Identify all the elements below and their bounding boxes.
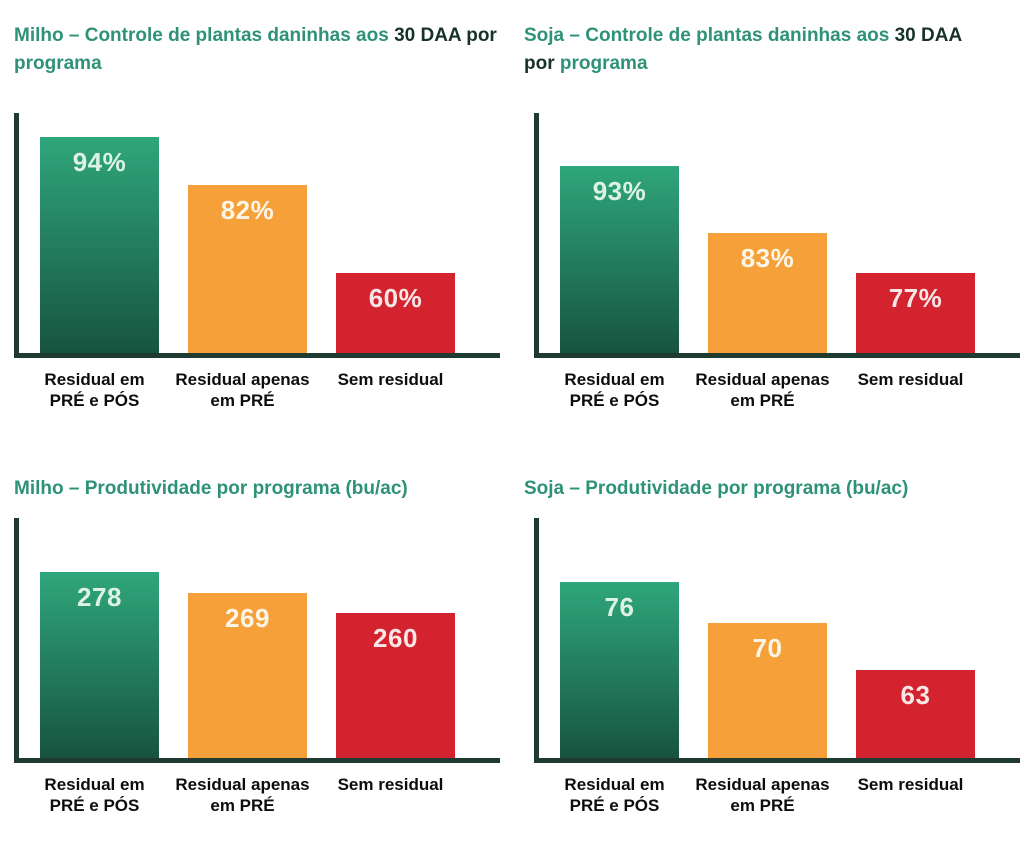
charts-grid: Milho – Controle de plantas daninhas aos… (14, 22, 1020, 816)
chart-milho-produtividade: Milho – Produtividade por programa (bu/a… (14, 475, 510, 816)
chart-title-segment-teal: Soja – Controle de plantas daninhas aos (524, 25, 895, 46)
category-labels: Residual em PRÉ e PÓS Residual apenas em … (14, 369, 510, 411)
chart-title: Milho – Controle de plantas daninhas aos… (14, 22, 510, 78)
category-label: Sem residual (857, 370, 964, 389)
bar-red: 60% (336, 273, 455, 353)
bar-value-label: 260 (373, 623, 418, 653)
chart-title-segment-teal: programa (14, 53, 102, 74)
chart-soja-produtividade: Soja – Produtividade por programa (bu/ac… (524, 475, 1020, 816)
category-label: Residual apenas em PRÉ (175, 775, 310, 815)
category-label: Residual em PRÉ e PÓS (564, 370, 665, 410)
category-label: Residual apenas em PRÉ (695, 775, 830, 815)
bar-red: 260 (336, 613, 455, 758)
bar-value-label: 94% (72, 147, 127, 177)
chart-title-segment-teal: Milho – Produtividade por programa (bu/a… (14, 478, 408, 499)
bar-red: 77% (856, 273, 975, 353)
chart-title-segment-dark: 30 DAA por (524, 25, 963, 74)
bar-green: 278 (40, 572, 159, 758)
chart-title: Milho – Produtividade por programa (bu/a… (14, 475, 510, 503)
bar-orange: 269 (188, 593, 307, 758)
bar-value-label: 269 (225, 603, 270, 633)
category-label: Residual em PRÉ e PÓS (564, 775, 665, 815)
plot-area: 278 269 260 (14, 518, 500, 763)
bar-red: 63 (856, 670, 975, 758)
bar-value-label: 82% (220, 195, 275, 225)
chart-title-segment-dark: 30 DAA por (394, 25, 497, 46)
bar-value-label: 63 (900, 680, 931, 710)
category-label: Sem residual (337, 370, 444, 389)
bar-value-label: 278 (77, 582, 122, 612)
category-label: Sem residual (337, 775, 444, 794)
category-label: Residual apenas em PRÉ (175, 370, 310, 410)
chart-title-segment-teal: Milho – Controle de plantas daninhas aos (14, 25, 395, 46)
bar-value-label: 60% (368, 283, 423, 313)
bar-value-label: 76 (604, 592, 635, 622)
bar-green: 76 (560, 582, 679, 758)
bar-green: 94% (40, 137, 159, 353)
chart-title-segment-teal: Soja – Produtividade por programa (bu/ac… (524, 478, 909, 499)
chart-title: Soja – Controle de plantas daninhas aos … (524, 22, 1020, 78)
bar-green: 93% (560, 166, 679, 353)
bar-value-label: 77% (888, 283, 943, 313)
category-label: Residual em PRÉ e PÓS (44, 775, 145, 815)
chart-milho-controle-30daa: Milho – Controle de plantas daninhas aos… (14, 22, 510, 411)
category-label: Residual apenas em PRÉ (695, 370, 830, 410)
category-labels: Residual em PRÉ e PÓS Residual apenas em … (14, 774, 510, 816)
bar-orange: 83% (708, 233, 827, 353)
category-labels: Residual em PRÉ e PÓS Residual apenas em … (534, 369, 1020, 411)
category-label: Residual em PRÉ e PÓS (44, 370, 145, 410)
chart-title-segment-teal: programa (554, 53, 648, 74)
plot-area: 93% 83% 77% (534, 113, 1020, 358)
plot-area: 94% 82% 60% (14, 113, 500, 358)
category-labels: Residual em PRÉ e PÓS Residual apenas em … (534, 774, 1020, 816)
bar-orange: 82% (188, 185, 307, 353)
bar-value-label: 93% (592, 176, 647, 206)
plot-area: 76 70 63 (534, 518, 1020, 763)
category-label: Sem residual (857, 775, 964, 794)
chart-title: Soja – Produtividade por programa (bu/ac… (524, 475, 1020, 503)
bar-value-label: 83% (740, 243, 795, 273)
bar-orange: 70 (708, 623, 827, 758)
bar-value-label: 70 (752, 633, 783, 663)
chart-soja-controle-30daa: Soja – Controle de plantas daninhas aos … (524, 22, 1020, 411)
